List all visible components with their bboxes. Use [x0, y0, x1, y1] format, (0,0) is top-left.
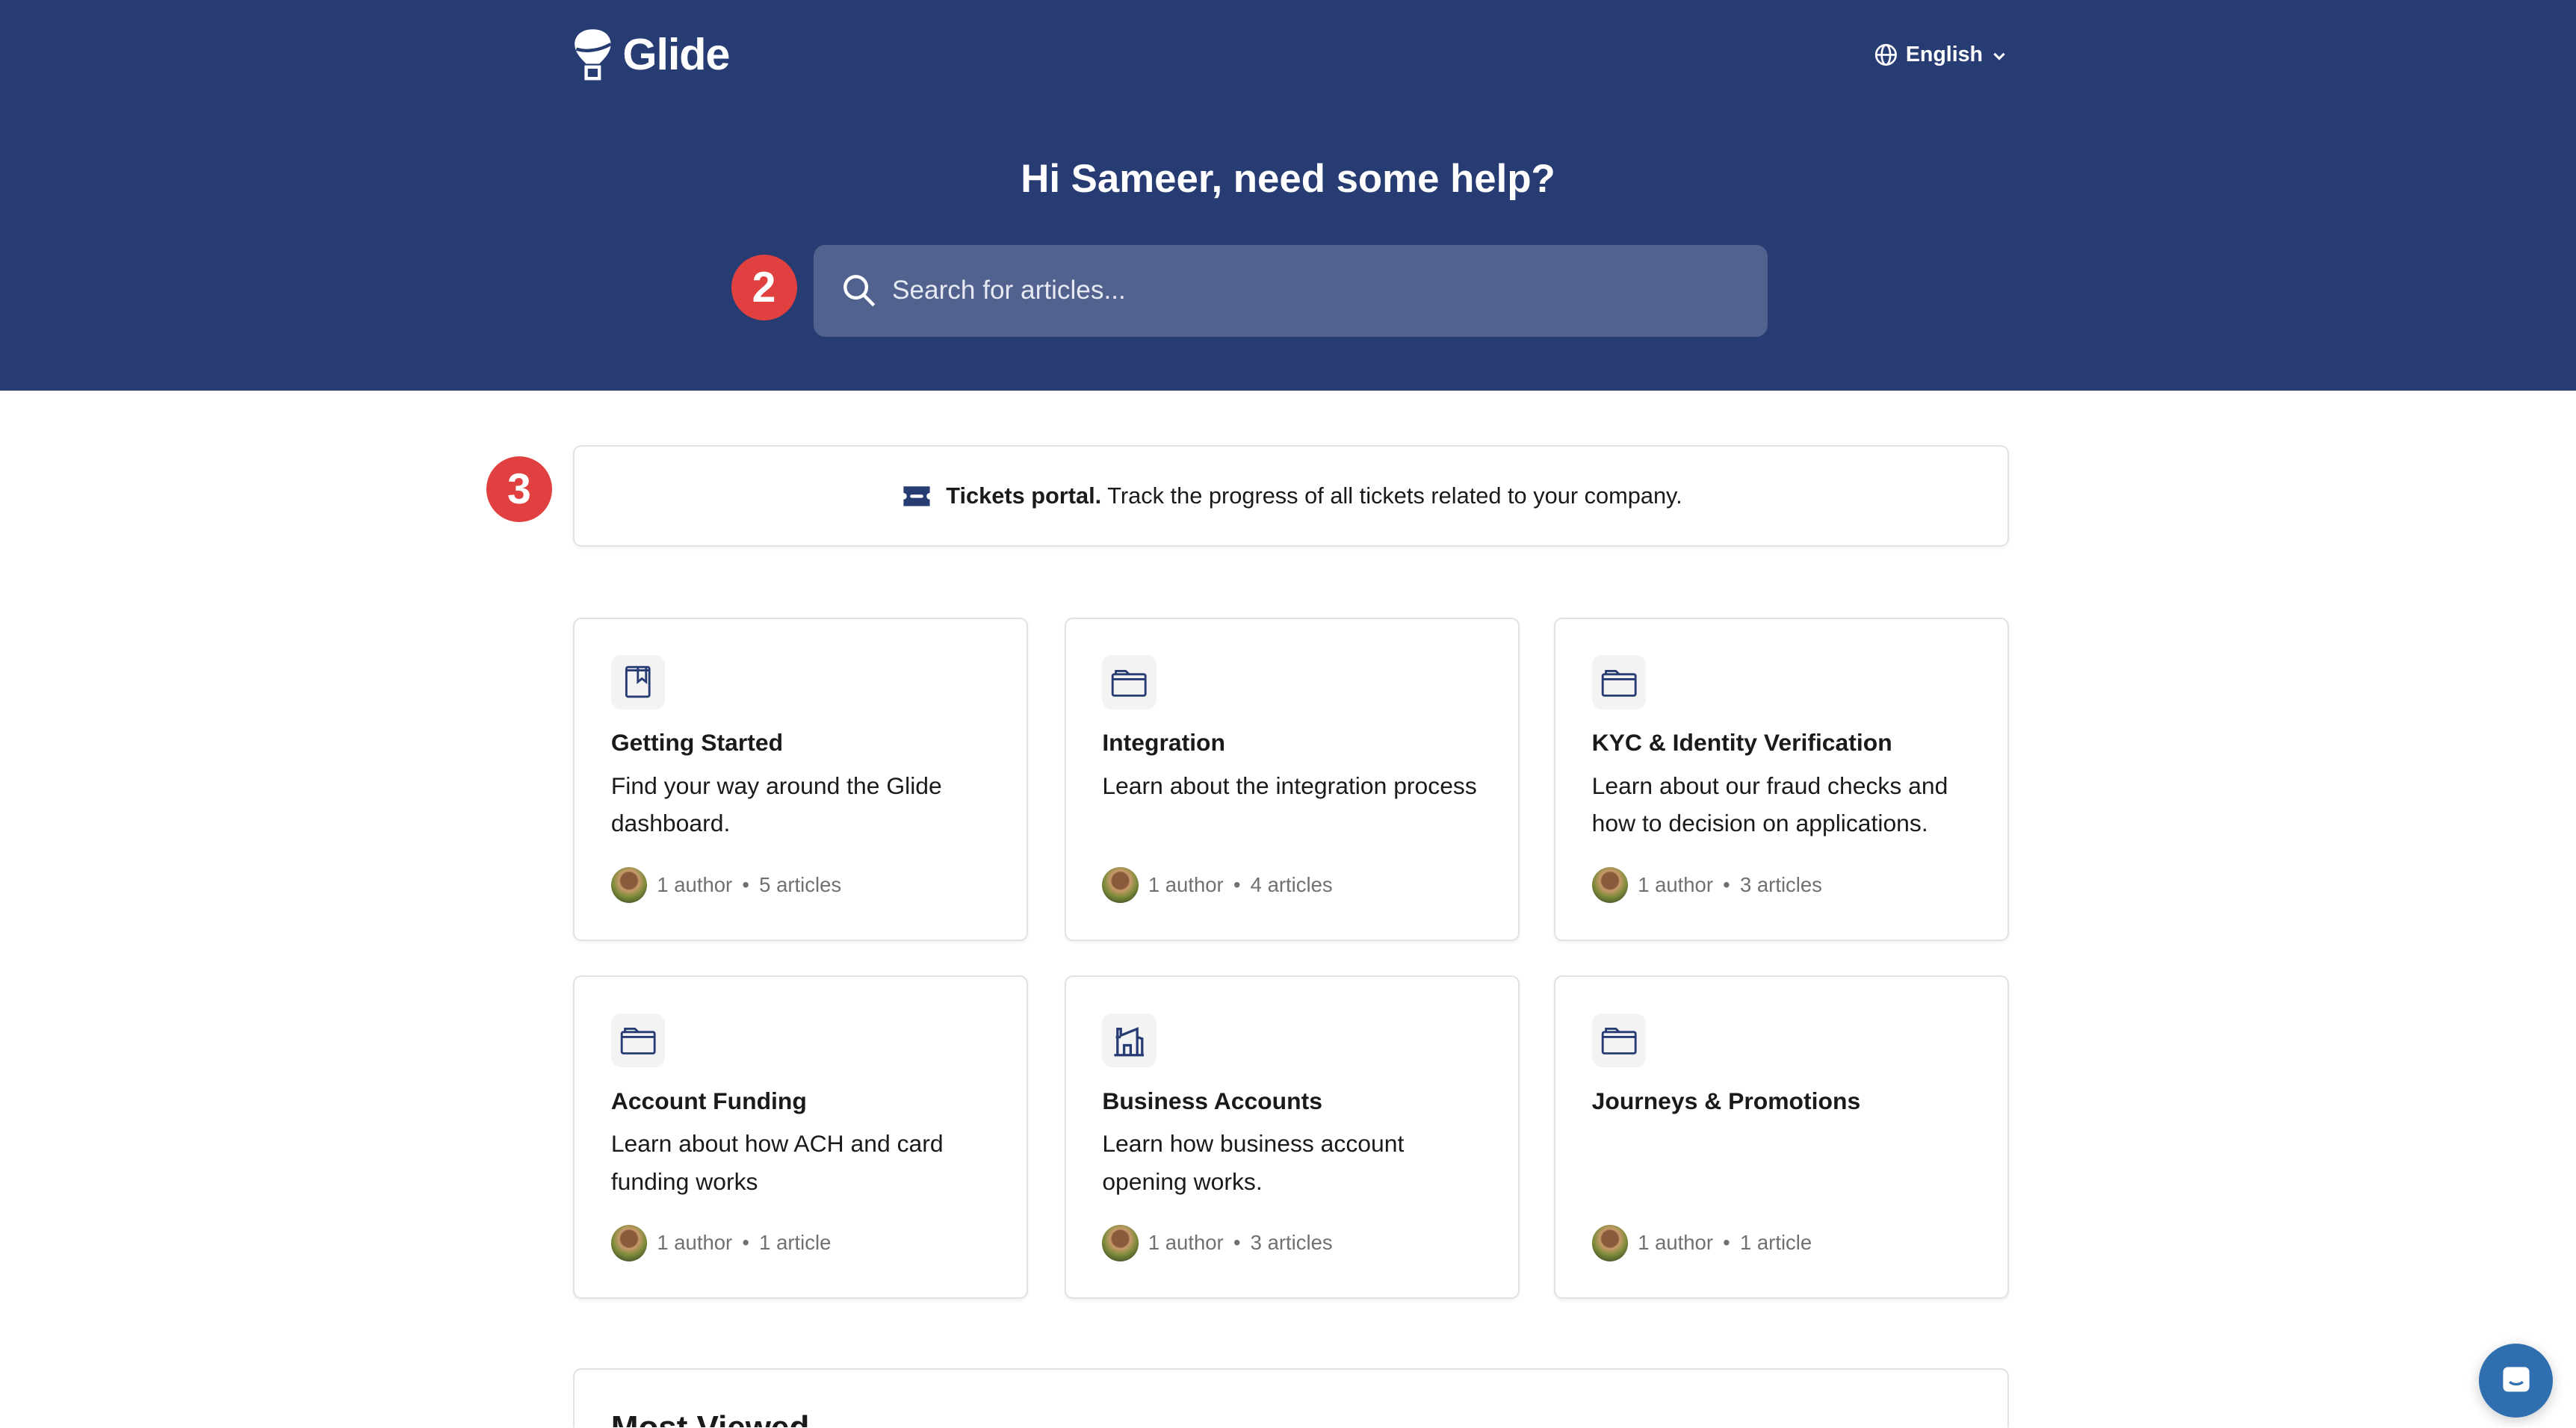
annotation-badge-2: 2	[731, 254, 797, 320]
collection-title: Account Funding	[610, 1087, 807, 1114]
author-avatar	[1591, 866, 1628, 904]
collection-card[interactable]: KYC & Identity Verification Learn about …	[1554, 617, 2009, 941]
chevron-down-icon	[1993, 52, 2005, 60]
author-count: 1 author	[657, 1231, 733, 1255]
separator-dot: •	[1233, 1231, 1241, 1255]
collection-description: Find your way around the Glide dashboard…	[610, 772, 942, 837]
separator-dot: •	[742, 873, 749, 897]
author-count: 1 author	[1638, 873, 1713, 897]
collection-card[interactable]: Journeys & Promotions 1 author • 1 article	[1554, 975, 2009, 1299]
author-avatar	[1591, 1225, 1628, 1261]
article-count: 1 article	[1739, 1231, 1812, 1255]
author-count: 1 author	[657, 873, 733, 897]
language-label: English	[1905, 43, 1984, 67]
separator-dot: •	[742, 1231, 749, 1255]
separator-dot: •	[1233, 873, 1241, 897]
language-selector[interactable]: English	[1874, 43, 2007, 67]
chat-icon	[2503, 1367, 2530, 1392]
header: Glide English Hi Sameer, need some help?	[0, 0, 2576, 391]
building-icon	[1102, 1013, 1157, 1068]
most-viewed-title: Most Viewed	[611, 1409, 810, 1427]
tickets-title: Tickets portal.	[946, 482, 1102, 509]
collection-meta: 1 author • 3 articles	[1102, 1225, 1333, 1261]
ticket-icon	[903, 485, 930, 506]
article-count: 3 articles	[1250, 1231, 1333, 1255]
collection-card[interactable]: Account Funding Learn about how ACH and …	[573, 975, 1029, 1299]
collection-description: Learn about the integration process	[1102, 772, 1477, 799]
folder-icon	[610, 1013, 666, 1068]
article-count: 5 articles	[759, 873, 842, 897]
chat-launcher-button[interactable]	[2479, 1343, 2554, 1418]
author-count: 1 author	[1638, 1231, 1713, 1255]
brand-logo[interactable]: Glide	[573, 28, 730, 81]
collection-title: Getting Started	[610, 729, 784, 757]
search-input[interactable]	[888, 274, 1717, 308]
article-count: 1 article	[759, 1231, 832, 1255]
folder-icon	[1102, 655, 1157, 710]
collection-title: Integration	[1102, 729, 1225, 757]
article-count: 4 articles	[1250, 873, 1333, 897]
collection-meta: 1 author • 1 article	[610, 1225, 832, 1261]
collection-description: Learn about how ACH and card funding wor…	[610, 1130, 944, 1195]
globe-icon	[1874, 44, 1897, 66]
collection-description: Learn how business account opening works…	[1102, 1130, 1405, 1195]
separator-dot: •	[1723, 1231, 1730, 1255]
collection-description: Learn about our fraud checks and how to …	[1591, 772, 1948, 837]
author-count: 1 author	[1148, 1231, 1224, 1255]
collection-card[interactable]: Getting Started Find your way around the…	[573, 617, 1029, 941]
collection-title: Business Accounts	[1102, 1087, 1322, 1114]
author-avatar	[1102, 866, 1139, 904]
tickets-text: Track the progress of all tickets relate…	[1107, 482, 1682, 509]
author-count: 1 author	[1148, 873, 1224, 897]
book-bookmark-icon	[610, 655, 666, 710]
search-icon	[843, 275, 876, 307]
folder-icon	[1591, 655, 1647, 710]
folder-icon	[1591, 1013, 1647, 1068]
author-avatar	[610, 1225, 648, 1261]
most-viewed-section: Most Viewed	[573, 1368, 2009, 1427]
collection-title: KYC & Identity Verification	[1591, 729, 1892, 757]
brand-name: Glide	[622, 29, 730, 80]
separator-dot: •	[1723, 873, 1730, 897]
tickets-portal-link[interactable]: Tickets portal. Track the progress of al…	[573, 444, 2009, 547]
annotation-badge-3: 3	[486, 456, 552, 523]
collection-meta: 1 author • 5 articles	[610, 866, 842, 904]
author-avatar	[610, 866, 648, 904]
search-box[interactable]	[813, 244, 1768, 337]
author-avatar	[1102, 1225, 1139, 1261]
collection-meta: 1 author • 3 articles	[1591, 866, 1822, 904]
collection-meta: 1 author • 4 articles	[1102, 866, 1333, 904]
collection-card[interactable]: Business Accounts Learn how business acc…	[1064, 975, 1520, 1299]
page-title: Hi Sameer, need some help?	[1021, 156, 1555, 201]
collection-meta: 1 author • 1 article	[1591, 1225, 1812, 1261]
article-count: 3 articles	[1739, 873, 1822, 897]
collection-card[interactable]: Integration Learn about the integration …	[1064, 617, 1520, 941]
balloon-icon	[575, 29, 613, 81]
collection-title: Journeys & Promotions	[1591, 1087, 1861, 1114]
